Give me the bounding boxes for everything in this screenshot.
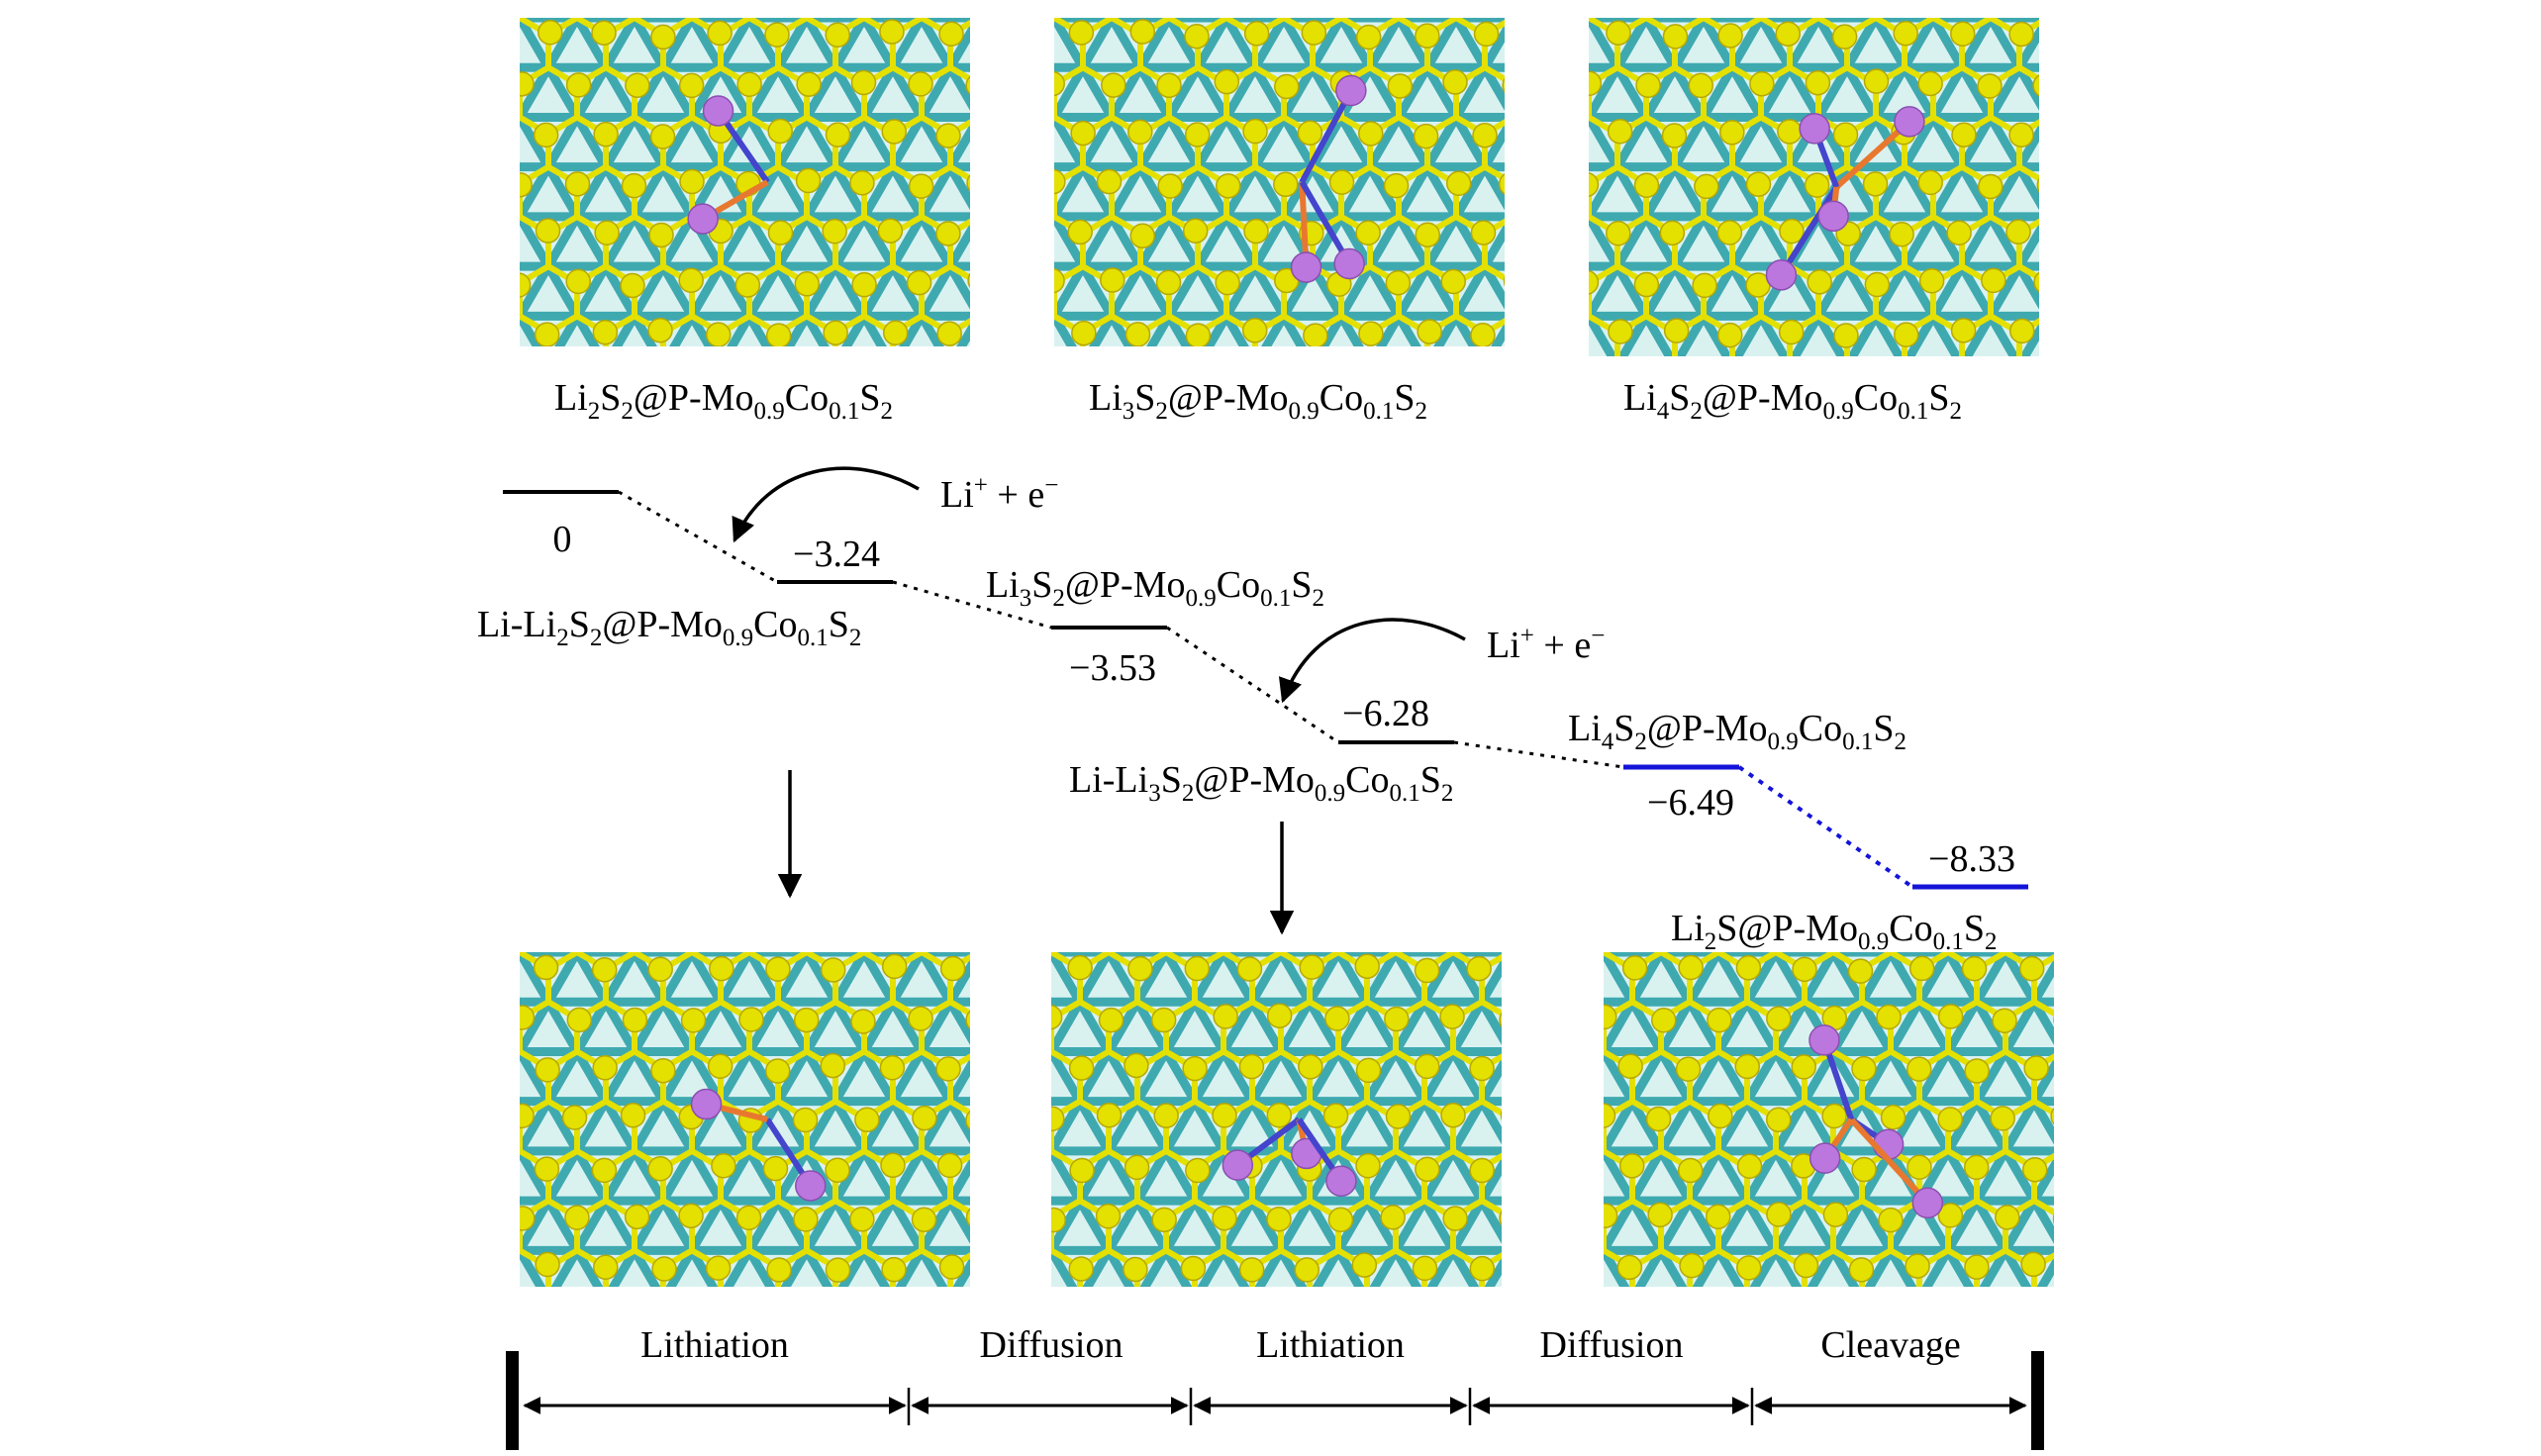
structure-image-li4s2 <box>1589 18 2039 356</box>
structure-image-li3s2 <box>1054 18 1505 346</box>
connector-0-1 <box>618 490 778 584</box>
step-bar: Lithiation Diffusion Lithiation Diffusio… <box>506 1324 2044 1450</box>
energy-value-2: −3.53 <box>1069 647 1156 689</box>
step-label-1: Lithiation <box>640 1324 789 1366</box>
connector-3-4 <box>1453 740 1624 769</box>
reagent-label-2: Li+ + e− <box>1487 623 1605 666</box>
structure-image-li2s2 <box>520 18 970 346</box>
top-label-li3s2: Li3S2@P-Mo0.9Co0.1S2 <box>1089 377 1427 425</box>
step-label-5: Cleavage <box>1820 1324 1960 1366</box>
curved-arrow-2 <box>1278 618 1466 704</box>
top-label-li4s2: Li4S2@P-Mo0.9Co0.1S2 <box>1623 377 1962 425</box>
energy-value-1: −3.24 <box>793 534 880 575</box>
reagent-label-1: Li+ + e− <box>940 472 1058 516</box>
curved-arrow-1 <box>732 466 920 543</box>
energy-value-4: −6.49 <box>1647 782 1734 824</box>
energy-value-3: −6.28 <box>1342 693 1429 734</box>
structure-image-li-li2s2 <box>520 952 970 1287</box>
energy-value-5: −8.33 <box>1928 838 2015 880</box>
step-bar-left-end <box>506 1351 519 1450</box>
connector-4-5 <box>1737 765 1914 889</box>
level-label-li-li2s2: Li-Li2S2@P-Mo0.9Co0.1S2 <box>477 604 861 651</box>
level-label-li-li3s2: Li-Li3S2@P-Mo0.9Co0.1S2 <box>1069 759 1453 807</box>
step-label-3: Lithiation <box>1256 1324 1405 1366</box>
step-bar-right-end <box>2031 1351 2044 1450</box>
structure-image-li2s <box>1604 952 2054 1287</box>
top-label-li2s2: Li2S2@P-Mo0.9Co0.1S2 <box>554 377 893 425</box>
level-label-li2s: Li2S@P-Mo0.9Co0.1S2 <box>1671 908 1998 955</box>
energy-value-0: 0 <box>553 519 572 560</box>
structure-image-li-li3s2 <box>1051 952 1502 1287</box>
level-label-li4s2: Li4S2@P-Mo0.9Co0.1S2 <box>1568 708 1906 755</box>
step-label-4: Diffusion <box>1540 1324 1684 1366</box>
step-label-2: Diffusion <box>980 1324 1124 1366</box>
connector-2-3 <box>1166 626 1339 744</box>
level-label-li3s2: Li3S2@P-Mo0.9Co0.1S2 <box>986 564 1324 612</box>
